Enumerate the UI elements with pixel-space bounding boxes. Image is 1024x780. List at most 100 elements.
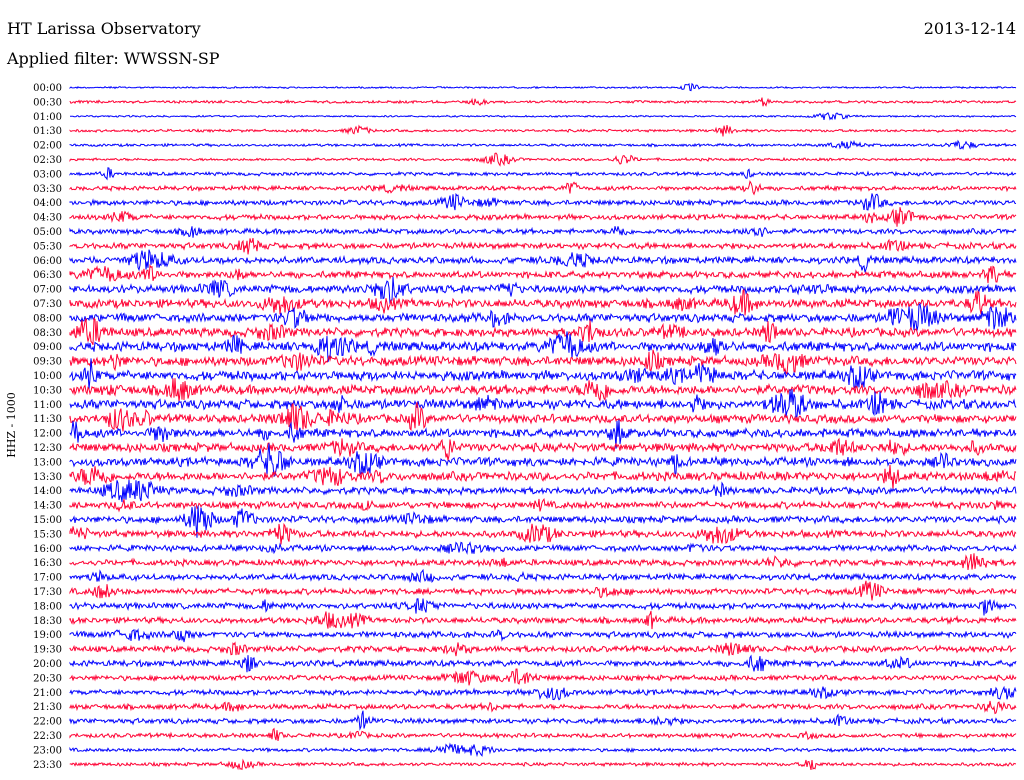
trace-row: [69, 302, 1017, 331]
row-time-label: 00:00: [33, 83, 62, 94]
row-time-label: 16:30: [33, 558, 62, 569]
trace-row: [69, 97, 1017, 107]
row-time-label: 17:30: [33, 587, 62, 598]
row-time-label: 03:30: [33, 184, 62, 195]
trace-row: [69, 349, 1017, 376]
trace-row: [69, 192, 1017, 211]
row-time-label: 15:00: [33, 515, 62, 526]
row-time-label: 07:00: [33, 285, 62, 296]
row-time-label: 22:30: [33, 731, 62, 742]
row-time-label: 02:30: [33, 155, 62, 166]
row-time-label: 13:30: [33, 472, 62, 483]
row-time-label: 19:30: [33, 645, 62, 656]
trace-row: [69, 389, 1017, 418]
trace-row: [69, 522, 1017, 545]
row-time-label: 04:30: [33, 213, 62, 224]
trace-row: [69, 541, 1017, 555]
trace-row: [69, 668, 1017, 686]
trace-row: [69, 317, 1017, 346]
trace-row: [69, 419, 1017, 449]
row-time-label: 06:00: [33, 256, 62, 267]
observatory-title: HT Larissa Observatory: [7, 19, 201, 38]
row-time-label: 19:00: [33, 630, 62, 641]
filter-label: Applied filter: WWSSN-SP: [7, 49, 220, 68]
row-time-label: 00:30: [33, 97, 62, 108]
trace-row: [69, 437, 1017, 461]
trace-row: [69, 180, 1017, 196]
trace-row: [69, 580, 1017, 601]
trace-row: [69, 237, 1017, 255]
row-time-label: 18:30: [33, 616, 62, 627]
row-time-label: 21:30: [33, 702, 62, 713]
row-time-label: 10:00: [33, 371, 62, 382]
row-time-label: 08:00: [33, 313, 62, 324]
trace-row: [69, 124, 1017, 137]
row-time-label: 11:00: [33, 400, 62, 411]
trace-row: [69, 249, 1017, 273]
row-label-group: 00:00 00:30 01:00 01:30 02:00 02:30 03:00 03:30…: [33, 83, 62, 771]
trace-row: [69, 700, 1017, 715]
row-time-label: 12:00: [33, 429, 62, 440]
trace-row: [69, 207, 1017, 227]
trace-row: [69, 758, 1017, 771]
trace-row: [69, 152, 1017, 167]
row-time-label: 21:00: [33, 688, 62, 699]
row-time-label: 12:30: [33, 443, 62, 454]
trace-row: [69, 479, 1017, 503]
trace-row: [69, 82, 1017, 92]
trace-row: [69, 710, 1017, 731]
row-time-label: 18:00: [33, 601, 62, 612]
trace-row: [69, 568, 1017, 584]
trace-row: [69, 464, 1017, 490]
row-time-label: 07:30: [33, 299, 62, 310]
row-time-label: 17:00: [33, 573, 62, 584]
trace-row: [69, 331, 1017, 363]
row-time-label: 04:00: [33, 198, 62, 209]
trace-row: [69, 112, 1017, 121]
trace-row: [69, 628, 1017, 643]
row-time-label: 01:00: [33, 112, 62, 123]
row-time-label: 11:30: [33, 414, 62, 425]
trace-row: [69, 139, 1017, 150]
trace-row: [69, 288, 1017, 316]
trace-row: [69, 358, 1017, 390]
trace-row: [69, 378, 1017, 402]
row-time-label: 22:00: [33, 717, 62, 728]
trace-row: [69, 402, 1017, 433]
row-time-label: 14:00: [33, 486, 62, 497]
trace-row: [69, 641, 1017, 657]
trace-row: [69, 685, 1017, 701]
row-time-label: 23:00: [33, 745, 62, 756]
trace-group: [69, 82, 1017, 771]
trace-row: [69, 497, 1017, 513]
row-time-label: 02:00: [33, 141, 62, 152]
row-time-label: 08:30: [33, 328, 62, 339]
trace-row: [69, 742, 1017, 758]
row-time-label: 01:30: [33, 126, 62, 137]
row-time-label: 14:30: [33, 501, 62, 512]
trace-row: [69, 505, 1017, 538]
row-time-label: 20:00: [33, 659, 62, 670]
trace-row: [69, 443, 1017, 478]
row-time-label: 05:30: [33, 241, 62, 252]
trace-row: [69, 264, 1017, 284]
trace-row: [69, 727, 1017, 741]
row-time-label: 09:30: [33, 357, 62, 368]
trace-row: [69, 226, 1017, 238]
trace-row: [69, 553, 1017, 570]
trace-row: [69, 610, 1017, 630]
row-time-label: 23:30: [33, 760, 62, 771]
trace-row: [69, 167, 1017, 181]
row-time-label: 10:30: [33, 385, 62, 396]
trace-row: [69, 598, 1017, 616]
record-date: 2013-12-14: [923, 19, 1016, 38]
row-time-label: 15:30: [33, 529, 62, 540]
row-time-label: 09:00: [33, 342, 62, 353]
trace-row: [69, 654, 1017, 673]
trace-row: [69, 276, 1017, 304]
row-time-label: 05:00: [33, 227, 62, 238]
row-time-label: 03:00: [33, 169, 62, 180]
row-time-label: 20:30: [33, 673, 62, 684]
row-time-label: 13:00: [33, 457, 62, 468]
